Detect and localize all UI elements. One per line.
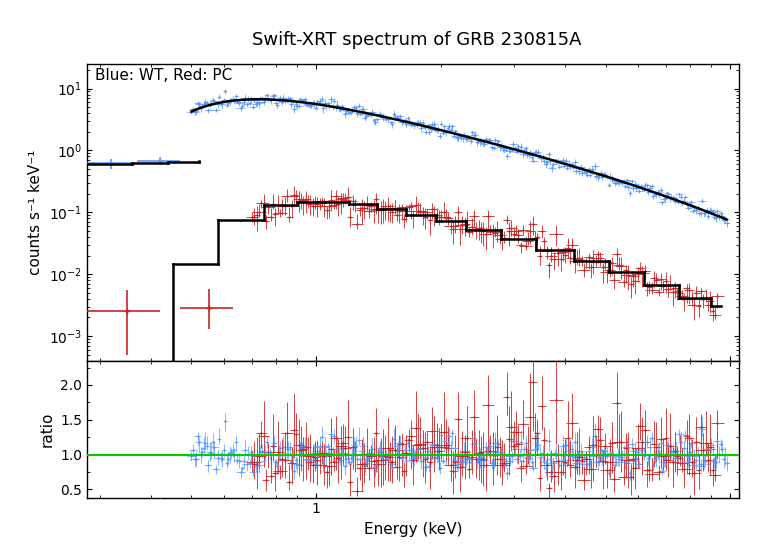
- Y-axis label: counts s⁻¹ keV⁻¹: counts s⁻¹ keV⁻¹: [29, 150, 43, 275]
- X-axis label: Energy (keV): Energy (keV): [364, 522, 462, 537]
- Y-axis label: ratio: ratio: [39, 411, 55, 447]
- Text: Blue: WT, Red: PC: Blue: WT, Red: PC: [95, 68, 232, 83]
- Text: Swift-XRT spectrum of GRB 230815A: Swift-XRT spectrum of GRB 230815A: [252, 31, 581, 48]
